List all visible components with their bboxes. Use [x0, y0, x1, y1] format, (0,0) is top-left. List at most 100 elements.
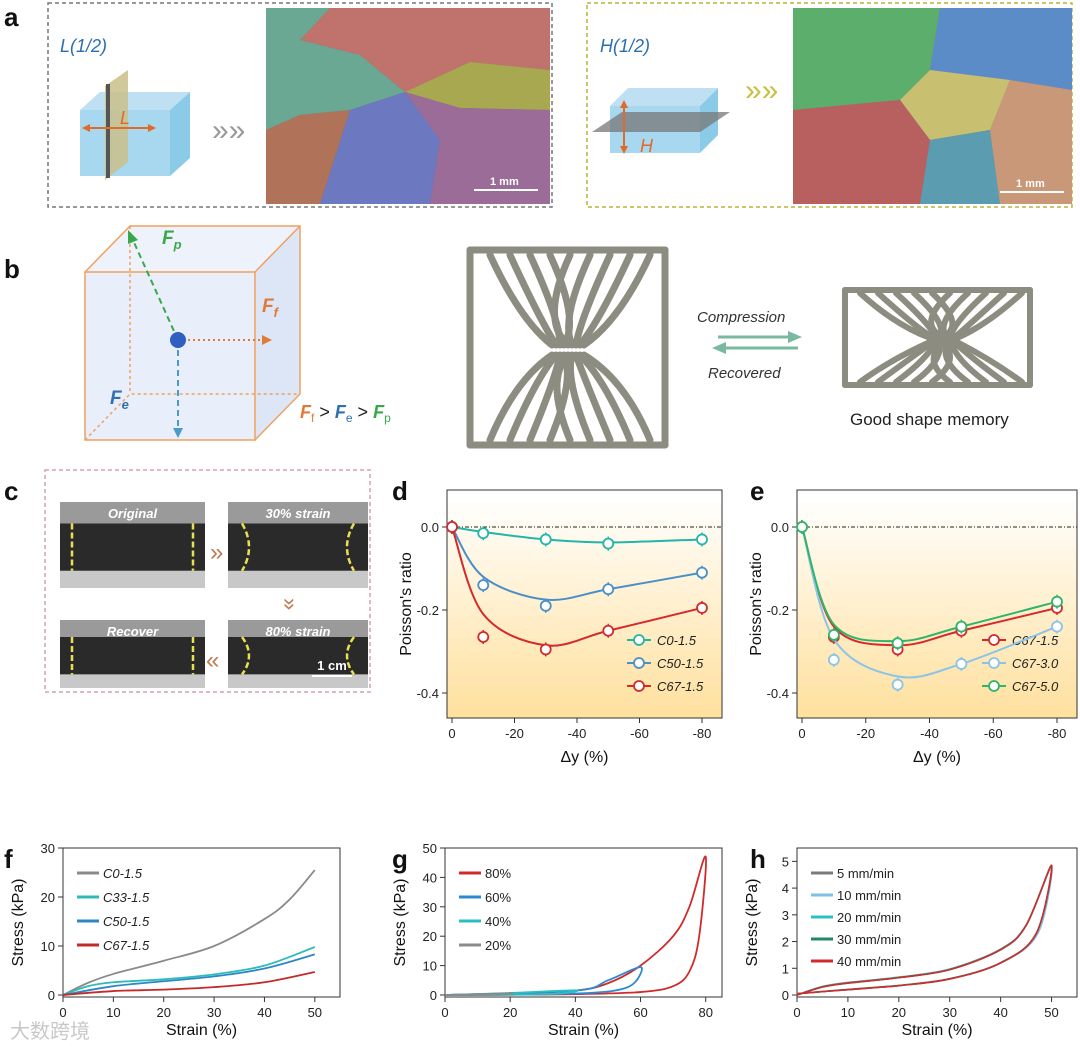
data-point [602, 624, 615, 637]
chevron-left-icon: « [206, 647, 219, 674]
x-tick-label: -80 [693, 726, 712, 741]
data-point [477, 527, 490, 540]
data-point [602, 583, 615, 596]
right-scale-bar-label: 1 mm [1016, 178, 1045, 190]
legend-marker [988, 634, 1000, 646]
x-tick-label: 20 [892, 1005, 906, 1020]
series-C50-1.5: C50-1.5 [62, 914, 316, 996]
photo-30-strain: 30% strain [228, 502, 368, 588]
y-tick-label: 10 [41, 939, 55, 954]
series-line [62, 953, 316, 996]
plot-background [797, 535, 1077, 548]
plot-background [797, 672, 1077, 685]
plot-frame [796, 489, 1078, 719]
plot-background [797, 638, 1077, 651]
y-tick-label: 5 [782, 854, 789, 869]
series-line [62, 946, 316, 996]
panel-letter-g: g [392, 844, 408, 874]
y-tick-label: 0 [430, 988, 437, 1003]
plot-background [447, 626, 722, 639]
legend-label: 10 mm/min [837, 888, 901, 903]
y-tick-label: 3 [782, 908, 789, 923]
data-point [696, 602, 708, 614]
legend-label: C67-1.5 [1012, 633, 1059, 648]
plot-background [797, 649, 1077, 662]
legend-label: C50-1.5 [657, 656, 704, 671]
fp-label: Fp [162, 228, 182, 252]
plot-background [447, 547, 722, 559]
x-tick-label: 40 [257, 1005, 271, 1020]
plot-background [447, 512, 722, 525]
plot-background [797, 695, 1077, 708]
plot-background [447, 649, 722, 662]
panel-a-left-frame [47, 2, 553, 208]
plot-frame [62, 847, 341, 998]
plot-background [447, 695, 722, 708]
fp-arrowhead [128, 230, 138, 244]
data-point [539, 643, 552, 656]
force-inequality: Ff > Fe > Fp [300, 402, 391, 425]
series-C67-1.5: C67-1.5 [446, 520, 708, 694]
data-point [827, 629, 840, 641]
plot-background [447, 604, 722, 616]
series-20%: 20% [444, 938, 514, 996]
plot-background [447, 706, 722, 719]
x-axis-label: Strain (%) [166, 1022, 237, 1039]
legend-label: 60% [485, 890, 511, 905]
series-line [796, 864, 1053, 996]
series-C0-1.5: C0-1.5 [446, 520, 708, 648]
watermark: 大数跨境 [10, 1020, 90, 1043]
data-point [891, 678, 904, 691]
legend-marker [633, 634, 645, 646]
chevron-right-icon: » [210, 539, 223, 566]
photo-recover: Recover [60, 620, 205, 688]
legend-marker [988, 657, 1000, 669]
series-40%: 40% [444, 914, 579, 996]
y-tick-label: 20 [41, 890, 55, 905]
series-C33-1.5: C33-1.5 [62, 890, 316, 996]
data-point [477, 631, 490, 643]
x-tick-label: 0 [793, 1005, 800, 1020]
cube-horizontal-cut-icon [592, 88, 730, 154]
legend-label: 20 mm/min [837, 910, 901, 925]
chevron-down-icon: » [278, 598, 303, 610]
data-point [696, 533, 708, 546]
x-tick-label: 30 [942, 1005, 956, 1020]
y-tick-label: 0 [48, 988, 55, 1003]
plot-background [447, 661, 722, 673]
x-tick-label: 0 [441, 1005, 448, 1020]
data-point [955, 658, 968, 670]
legend-label: C0-1.5 [657, 633, 697, 648]
legend-label: C67-3.0 [1012, 656, 1059, 671]
reversible-arrows-icon [712, 331, 802, 354]
left-scale-bar-label: 1 mm [490, 176, 519, 188]
center-node [170, 332, 186, 348]
legend-label: C67-5.0 [1012, 679, 1059, 694]
x-axis-label: Δy (%) [913, 749, 961, 766]
x-tick-label: 10 [106, 1005, 120, 1020]
panel-c-frame [44, 469, 371, 693]
legend-label: 5 mm/min [837, 866, 894, 881]
plot-background [797, 512, 1077, 525]
plot-background [797, 547, 1077, 559]
plot-background [447, 683, 722, 696]
right-micrograph: 1 mm [793, 8, 1072, 204]
legend-label: C67-1.5 [103, 938, 150, 953]
data-point [539, 599, 552, 612]
series-30 mm/min: 30 mm/min [796, 864, 1053, 996]
plot-background [447, 672, 722, 685]
data-point [446, 521, 458, 533]
photo-original: Original [60, 502, 205, 588]
plot-frame [444, 847, 723, 998]
chart-f: 0 10 20 30 40 50 0 10 20 30 Strain (%) Stress (kPa)… [10, 841, 341, 1039]
y-tick-label: -0.4 [767, 686, 789, 701]
x-tick-label: -20 [505, 726, 524, 741]
x-tick-label: -40 [920, 726, 939, 741]
plot-background [447, 569, 722, 582]
x-axis-label: Strain (%) [901, 1022, 972, 1039]
x-axis-label: Δy (%) [560, 749, 608, 766]
right-arrow-label: H [640, 136, 654, 156]
panel-letter-d: d [392, 476, 408, 506]
